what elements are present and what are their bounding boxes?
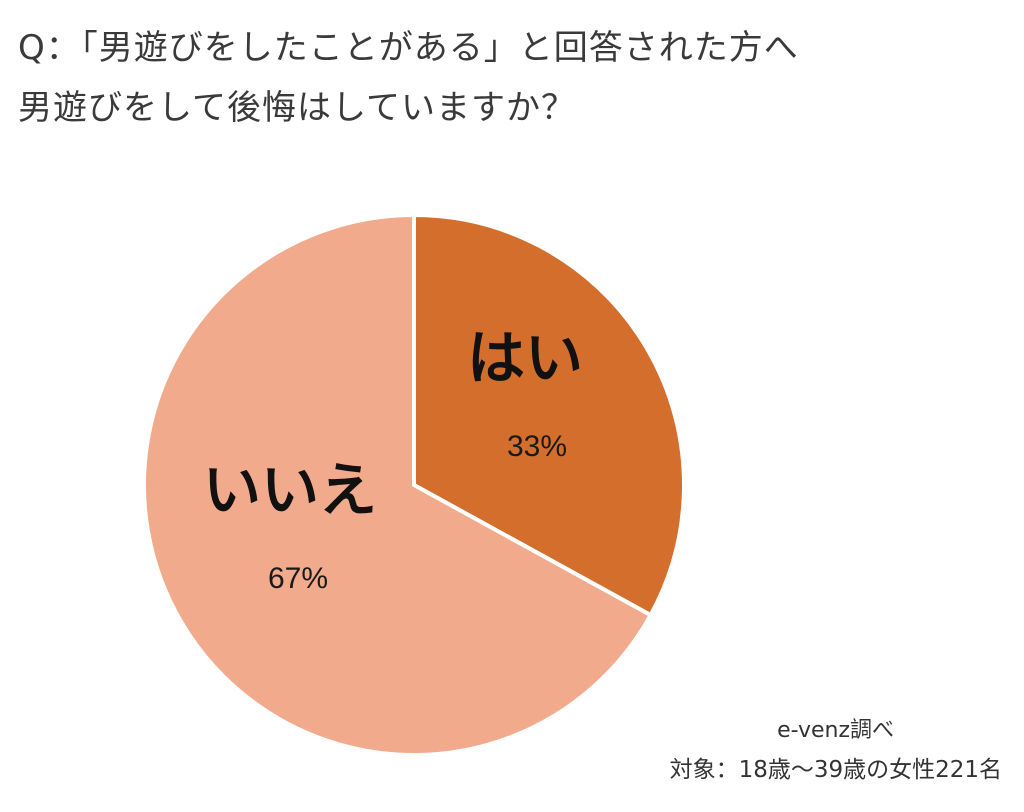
pie-slice-yes [412, 212, 686, 618]
slice-label-yes: はい [467, 324, 583, 392]
pie-labels: はい 33% いいえ 67% [203, 324, 583, 595]
pie-slice-no [142, 212, 654, 757]
chart-title-line-1: Q：「男遊びをしたことがある」と回答された方へ [18, 28, 799, 68]
source-credit: e-venz調べ [777, 718, 894, 743]
slice-percent-yes: 33% [507, 430, 567, 463]
slice-label-no: いいえ [203, 456, 377, 524]
survey-target-note: 対象：18歳〜39歳の女性221名 [669, 757, 1002, 783]
chart-title-line-2: 男遊びをして後悔はしていますか？ [18, 88, 576, 128]
slice-percent-no: 67% [268, 562, 328, 595]
pie-slices [142, 212, 686, 757]
